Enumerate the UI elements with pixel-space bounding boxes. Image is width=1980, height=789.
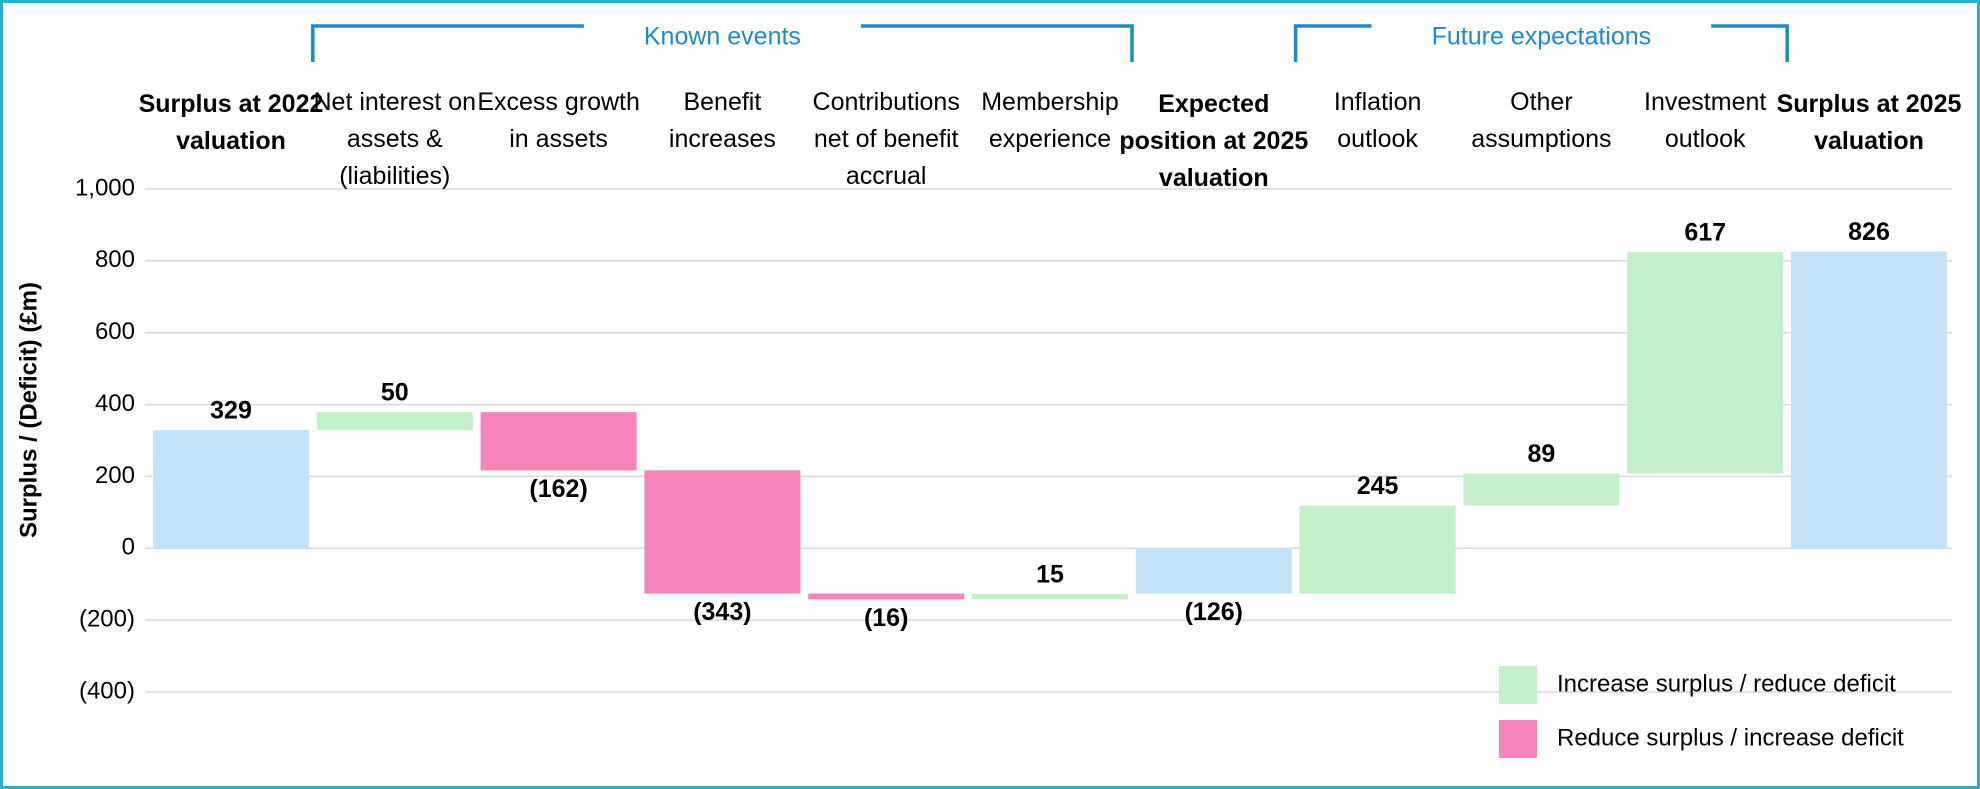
- value-label: 826: [1848, 218, 1890, 246]
- value-label: (16): [864, 604, 908, 632]
- value-label: 89: [1527, 440, 1555, 468]
- y-tick-label: 600: [95, 318, 135, 345]
- value-label: 50: [381, 379, 409, 407]
- value-label: 245: [1357, 472, 1399, 500]
- group-bracket: [860, 24, 1134, 62]
- category-label: Excess growth in assets: [477, 88, 640, 153]
- value-label: (343): [693, 598, 751, 626]
- group-bracket: [1711, 24, 1789, 62]
- y-tick-label: 1,000: [75, 174, 135, 201]
- group-bracket: [1293, 24, 1372, 62]
- bar: [480, 412, 637, 471]
- legend-swatch: [1499, 720, 1537, 758]
- group-label: Future expectations: [1432, 23, 1652, 51]
- category-label: Net interest on assets & (liabilities): [313, 88, 477, 190]
- legend-swatch: [1499, 666, 1537, 704]
- y-axis-label: Surplus / (Deficit) (£m): [15, 282, 42, 538]
- bar: [1135, 548, 1292, 594]
- legend-label: Reduce surplus / increase deficit: [1557, 724, 1904, 751]
- category-label: Surplus at 2022 valuation: [138, 90, 324, 155]
- y-tick-label: 400: [95, 390, 135, 417]
- legend-label: Increase surplus / reduce deficit: [1557, 670, 1896, 697]
- group-bracket: [311, 24, 584, 62]
- category-label: Other assumptions: [1471, 88, 1612, 153]
- bar: [972, 593, 1128, 600]
- y-tick-label: (200): [79, 605, 135, 632]
- bar: [1463, 473, 1620, 506]
- category-label: Inflation outlook: [1333, 88, 1422, 153]
- value-label: 15: [1036, 561, 1064, 589]
- category-label: Benefit increases: [668, 88, 776, 153]
- bar: [644, 470, 801, 594]
- bar: [1627, 251, 1784, 474]
- y-tick-label: 800: [95, 246, 135, 273]
- y-tick-label: 0: [122, 534, 135, 561]
- value-label: (126): [1185, 598, 1243, 626]
- category-label: Membership experience: [981, 88, 1119, 153]
- category-label: Investment outlook: [1644, 88, 1767, 153]
- value-label: (162): [529, 475, 587, 503]
- category-label: Expected position at 2025 valuation: [1119, 90, 1309, 192]
- y-tick-label: (400): [79, 677, 135, 704]
- category-label: Contributions net of benefit accrual: [812, 88, 960, 190]
- bar: [1299, 505, 1456, 594]
- bar: [1791, 251, 1947, 549]
- value-label: 329: [210, 397, 252, 425]
- bar: [153, 430, 309, 549]
- category-label: Surplus at 2025 valuation: [1776, 90, 1962, 155]
- group-label: Known events: [644, 23, 801, 51]
- bar: [808, 593, 965, 600]
- value-label: 617: [1684, 218, 1726, 246]
- bar: [316, 412, 473, 431]
- y-tick-label: 200: [95, 462, 135, 489]
